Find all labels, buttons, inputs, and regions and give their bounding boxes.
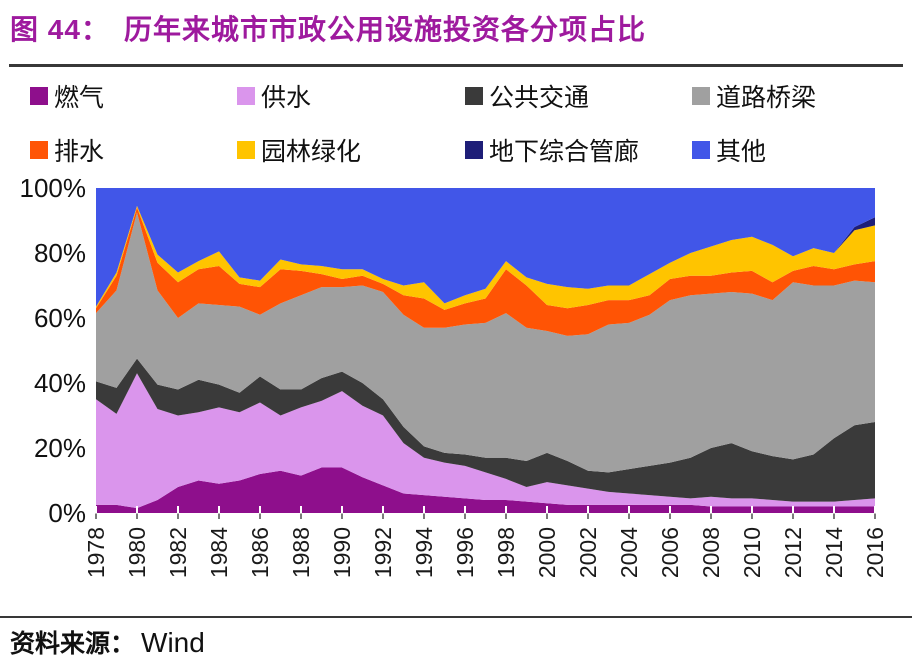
legend-swatch-other <box>692 141 710 159</box>
legend-item-other: 其他 <box>692 132 890 168</box>
figure-title-text: 历年来城市市政公用设施投资各分项占比 <box>123 14 646 45</box>
x-tick-label: 1998 <box>493 527 519 578</box>
footer-divider <box>0 616 912 618</box>
legend-label-drainage: 排水 <box>54 138 105 166</box>
legend-swatch-water-supply <box>237 87 255 105</box>
y-tick-label: 100% <box>20 173 87 203</box>
legend-label-other: 其他 <box>716 138 767 166</box>
x-tick-label: 2004 <box>616 527 642 578</box>
y-tick-label: 0% <box>48 498 86 528</box>
legend-item-water-supply: 供水 <box>237 78 465 114</box>
page-title: 图 44： 历年来城市市政公用设施投资各分项占比 <box>10 8 646 48</box>
x-tick-label: 2008 <box>698 527 724 578</box>
x-tick-label: 2002 <box>575 527 601 578</box>
legend-swatch-utility-tunnel <box>465 141 483 159</box>
source-label: 资料来源： <box>10 631 136 658</box>
y-tick-label: 60% <box>34 303 86 333</box>
x-tick-label: 2006 <box>657 527 683 578</box>
x-tick-label: 2000 <box>534 527 560 578</box>
y-tick-label: 80% <box>34 238 86 268</box>
legend-label-utility-tunnel: 地下综合管廊 <box>489 138 640 166</box>
x-tick-label: 2010 <box>739 527 765 578</box>
x-tick-label: 1990 <box>329 527 355 578</box>
legend-item-landscaping: 园林绿化 <box>237 132 465 168</box>
source-note: 资料来源： Wind <box>10 624 205 660</box>
x-tick-label: 1996 <box>452 527 478 578</box>
y-tick-label: 20% <box>34 433 86 463</box>
legend-item-roads-bridges: 道路桥梁 <box>692 78 890 114</box>
area-other <box>96 188 875 307</box>
legend-label-gas: 燃气 <box>54 84 105 112</box>
legend-item-gas: 燃气 <box>30 78 237 114</box>
legend-label-public-transport: 公共交通 <box>489 84 590 112</box>
legend-swatch-drainage <box>30 141 48 159</box>
x-tick-label: 1988 <box>288 527 314 578</box>
legend-label-water-supply: 供水 <box>261 84 312 112</box>
x-tick-label: 2016 <box>862 527 888 578</box>
x-tick-label: 1986 <box>247 527 273 578</box>
area-public-transport <box>96 358 875 502</box>
legend-swatch-public-transport <box>465 87 483 105</box>
x-tick-label: 2014 <box>821 527 847 578</box>
area-drainage <box>96 207 875 336</box>
area-roads-bridges <box>96 212 875 473</box>
legend-swatch-roads-bridges <box>692 87 710 105</box>
legend-swatch-landscaping <box>237 141 255 159</box>
y-tick-label: 40% <box>34 368 86 398</box>
legend-label-roads-bridges: 道路桥梁 <box>716 84 817 112</box>
legend-item-public-transport: 公共交通 <box>465 78 692 114</box>
legend-swatch-gas <box>30 87 48 105</box>
x-tick-label: 1980 <box>124 527 150 578</box>
figure-number: 图 44： <box>10 14 110 45</box>
area-landscaping <box>96 205 875 310</box>
area-water-supply <box>96 373 875 509</box>
x-tick-label: 1984 <box>206 527 232 578</box>
x-tick-label: 1978 <box>83 527 109 578</box>
x-tick-label: 1994 <box>411 527 437 578</box>
source-value: Wind <box>141 627 205 658</box>
x-tick-label: 1992 <box>370 527 396 578</box>
x-tick-label: 2012 <box>780 527 806 578</box>
legend-item-utility-tunnel: 地下综合管廊 <box>465 132 692 168</box>
area-gas <box>96 467 875 513</box>
title-divider <box>9 64 903 67</box>
legend-label-landscaping: 园林绿化 <box>261 138 362 166</box>
chart-legend: 燃气 供水 公共交通 道路桥梁排水 园林绿化 地下综合管廊 其他 <box>30 78 890 168</box>
legend-item-drainage: 排水 <box>30 132 237 168</box>
x-tick-label: 1982 <box>165 527 191 578</box>
